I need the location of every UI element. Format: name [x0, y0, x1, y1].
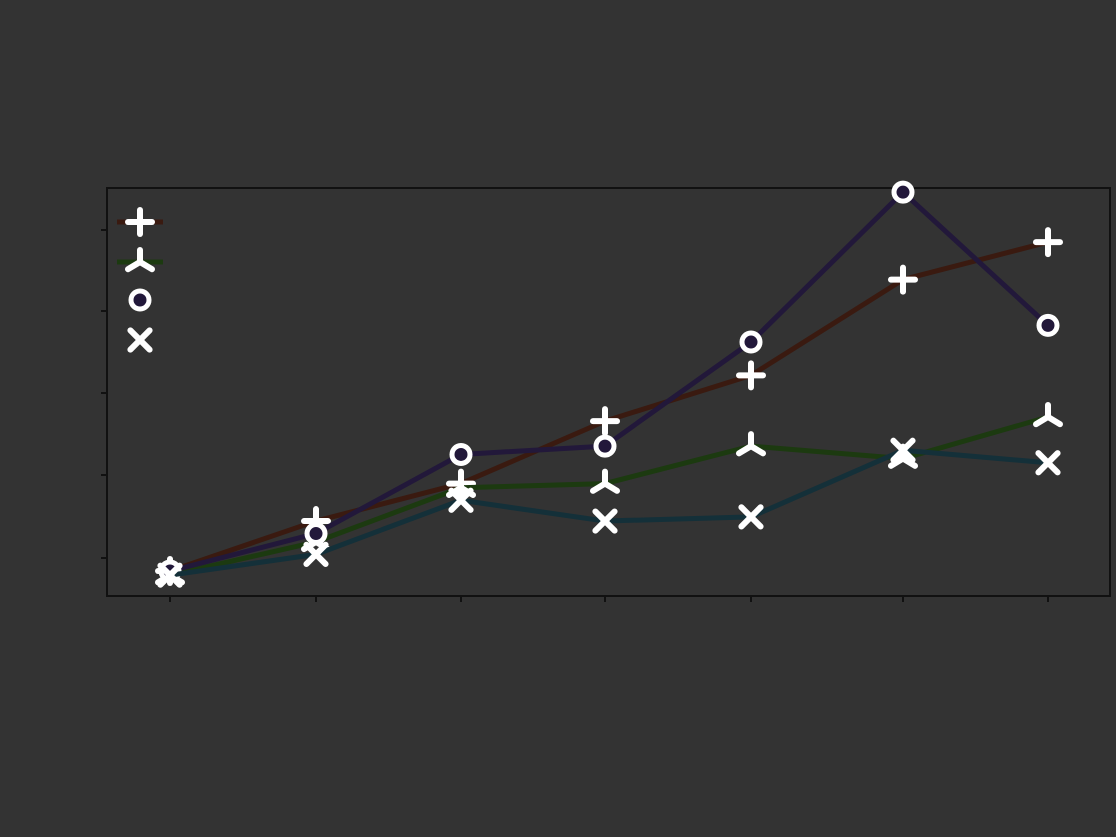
legend-item [127, 327, 153, 353]
legend-item [117, 207, 163, 237]
tri-marker [125, 247, 155, 273]
x-marker-stroke [890, 437, 916, 463]
tri-marker-arm [748, 443, 766, 457]
x-axis [169, 596, 1049, 602]
plus-marker [590, 406, 620, 437]
plus-marker [1033, 227, 1063, 258]
tri-marker [736, 431, 766, 457]
circle-marker [449, 442, 473, 466]
plot-area [106, 187, 1111, 597]
x-marker [157, 562, 183, 588]
x-marker [1035, 450, 1061, 476]
legend-item [117, 247, 163, 273]
x-marker [592, 508, 618, 534]
series-4 [157, 437, 1061, 588]
legend [117, 207, 163, 353]
plus-marker [736, 360, 766, 391]
circle-marker [593, 434, 617, 458]
tri-marker-arm [137, 259, 155, 273]
plus-marker [125, 207, 155, 237]
circle-marker [891, 180, 915, 204]
tri-marker [590, 468, 620, 494]
x-marker [127, 327, 153, 353]
x-marker-stroke [303, 541, 329, 567]
tri-marker-arm [602, 480, 620, 494]
y-axis [101, 229, 107, 559]
x-marker-stroke [1035, 450, 1061, 476]
plus-marker [888, 264, 918, 295]
legend-item [128, 288, 152, 312]
x-marker-stroke [592, 508, 618, 534]
circle-marker [1036, 313, 1060, 337]
circle-marker [739, 330, 763, 354]
series-layer [155, 180, 1063, 588]
x-marker [448, 487, 474, 513]
tri-marker [1033, 401, 1063, 428]
x-marker-stroke [738, 504, 764, 530]
x-marker [303, 541, 329, 567]
circle-marker [304, 522, 328, 546]
x-marker [738, 504, 764, 530]
x-marker-stroke [127, 327, 153, 353]
x-marker-stroke [157, 562, 183, 588]
tri-marker-arm [900, 455, 918, 469]
x-marker [890, 437, 916, 463]
tri-marker-arm [1045, 413, 1063, 428]
x-marker-stroke [448, 487, 474, 513]
circle-marker [128, 288, 152, 312]
